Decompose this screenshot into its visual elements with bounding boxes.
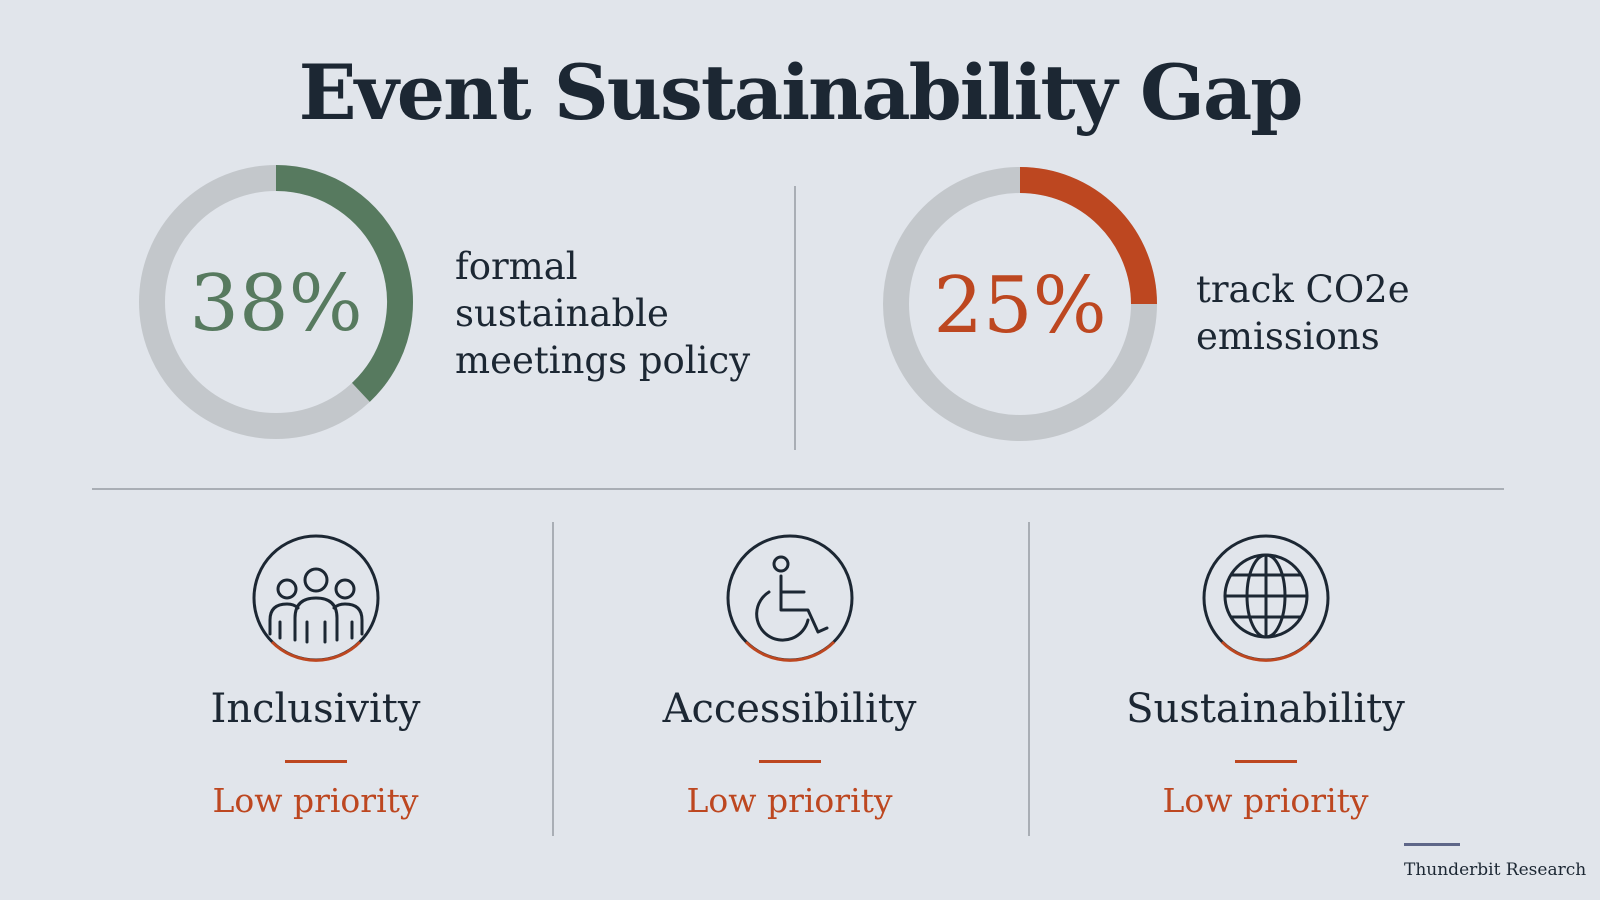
donut-chart-co2e: 25%	[883, 167, 1157, 441]
top-divider	[794, 186, 796, 450]
accent-rule	[1234, 760, 1297, 763]
stat-label-policy: formal sustainable meetings policy	[455, 243, 750, 384]
priority-status: Low priority	[1162, 781, 1369, 820]
wheelchair-icon	[726, 534, 853, 662]
donut-value-label: 38%	[189, 259, 362, 349]
donut-value-label: 25%	[933, 261, 1106, 351]
page-title: Event Sustainability Gap	[298, 48, 1304, 137]
priority-column-accessibility: Accessibility Low priority	[552, 530, 1027, 821]
donut-chart-policy: 38%	[139, 165, 413, 439]
priority-column-inclusivity: Inclusivity Low priority	[78, 530, 553, 821]
stat-label-line: emissions	[1196, 315, 1380, 358]
source-accent-rule	[1404, 843, 1460, 846]
priority-label: Accessibility	[662, 686, 917, 732]
source-credit: Thunderbit Research	[1404, 860, 1587, 880]
stat-label-line: track CO2e	[1196, 268, 1410, 311]
priority-label: Inclusivity	[210, 686, 421, 732]
stat-label-line: sustainable	[455, 292, 669, 335]
donut-arc	[275, 165, 413, 402]
stat-label-co2e: track CO2e emissions	[1196, 266, 1410, 360]
people-group-icon	[252, 534, 379, 662]
icon-accent-arc	[270, 640, 361, 662]
icon-accent-arc	[744, 640, 835, 662]
icon-ring	[726, 534, 853, 662]
icon-accent-arc	[1220, 640, 1311, 662]
globe-icon	[1202, 534, 1329, 662]
priority-status: Low priority	[212, 781, 419, 820]
donut-arc	[1019, 167, 1157, 305]
stat-label-line: meetings policy	[455, 339, 751, 382]
priority-status: Low priority	[686, 781, 893, 820]
stat-label-line: formal	[455, 245, 578, 288]
priority-column-sustainability: Sustainability Low priority	[1028, 530, 1503, 821]
section-divider	[92, 488, 1504, 490]
accent-rule	[284, 760, 347, 763]
column-divider	[1028, 522, 1030, 836]
column-divider	[552, 522, 554, 836]
accent-rule	[758, 760, 821, 763]
priority-label: Sustainability	[1126, 686, 1405, 732]
